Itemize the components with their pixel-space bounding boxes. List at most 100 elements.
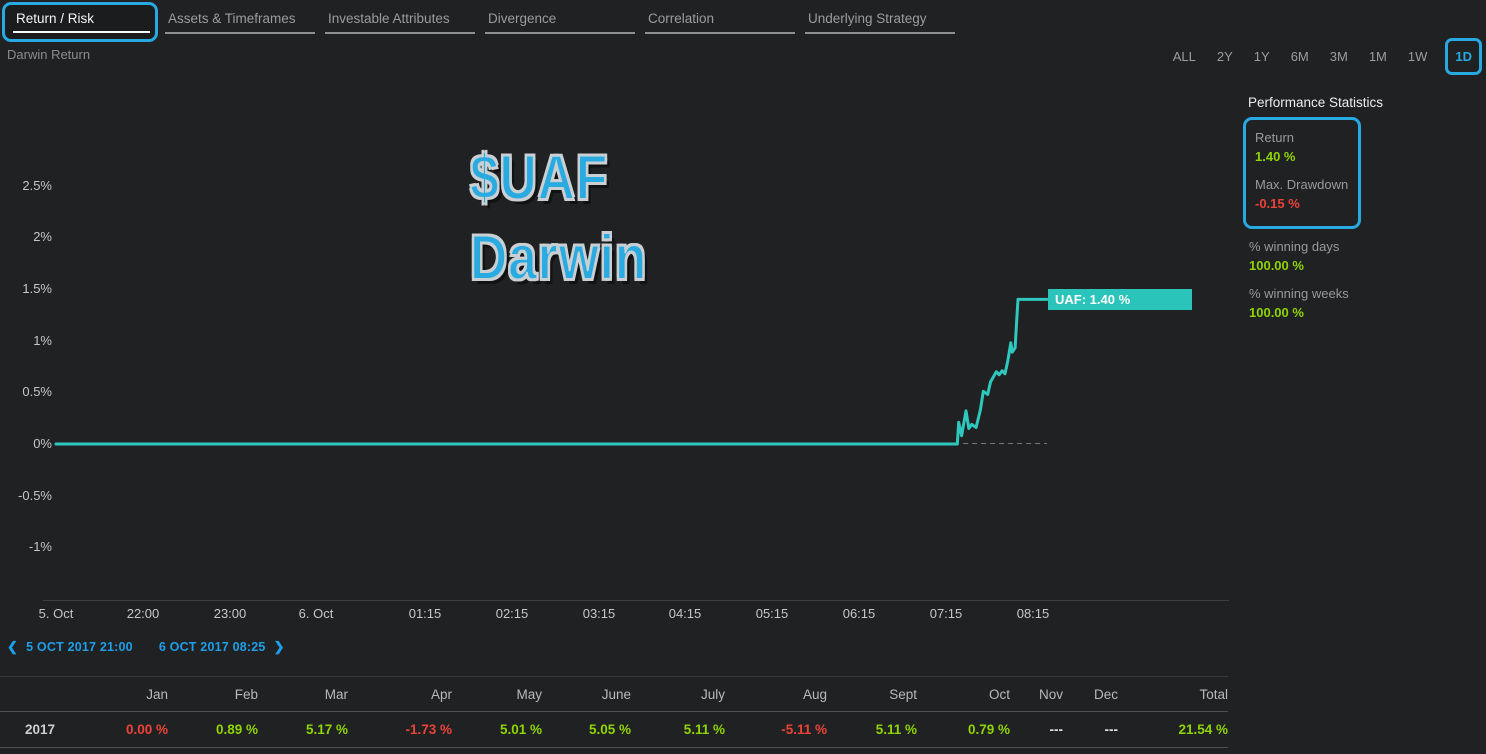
timeframe-1m[interactable]: 1M bbox=[1368, 49, 1387, 64]
y-tick-label: 0.5% bbox=[22, 384, 52, 399]
timeframe-3m[interactable]: 3M bbox=[1329, 49, 1348, 64]
month-value-total: 21.54 % bbox=[1178, 722, 1228, 737]
tab-underline bbox=[485, 32, 635, 34]
tab-assets-timeframes[interactable]: Assets & Timeframes bbox=[165, 8, 315, 34]
prev-period-link[interactable]: ❮ 5 OCT 2017 21:00 bbox=[7, 639, 133, 655]
stat-winning-weeks: % winning weeks 100.00 % bbox=[1249, 286, 1415, 320]
tab-investable-attributes[interactable]: Investable Attributes bbox=[325, 8, 475, 34]
month-value-aug: -5.11 % bbox=[781, 722, 827, 737]
month-header-sept: Sept bbox=[889, 687, 917, 702]
tab-underlying-strategy[interactable]: Underlying Strategy bbox=[805, 8, 955, 34]
section-tabs: Return / Risk Assets & Timeframes Investab… bbox=[0, 0, 1000, 42]
x-tick-label: 23:00 bbox=[213, 606, 247, 621]
x-tick-label: 6. Oct bbox=[298, 606, 334, 621]
timeframe-1y[interactable]: 1Y bbox=[1253, 49, 1270, 64]
x-tick-label: 22:00 bbox=[126, 606, 160, 621]
stats-title: Performance Statistics bbox=[1248, 95, 1384, 110]
timeframe-2y[interactable]: 2Y bbox=[1216, 49, 1233, 64]
performance-statistics-panel: Performance Statistics Return 1.40 % Max… bbox=[1240, 95, 1415, 333]
month-value-oct: 0.79 % bbox=[967, 722, 1010, 737]
month-value-apr: -1.73 % bbox=[405, 722, 452, 737]
tab-label: Divergence bbox=[488, 11, 557, 26]
tab-divergence[interactable]: Divergence bbox=[485, 8, 635, 34]
month-value-july: 5.11 % bbox=[683, 722, 725, 737]
stat-label-return: Return bbox=[1255, 130, 1295, 145]
monthly-returns-table: Jan Feb Mar Apr May June July Aug Sept Oct Nov Dec T… bbox=[0, 676, 1228, 748]
stats-highlight-box: Return 1.40 % Max. Drawdown -0.15 % bbox=[1243, 117, 1361, 229]
month-header-jan: Jan bbox=[146, 687, 168, 702]
y-tick-label: 2.5% bbox=[22, 178, 52, 193]
stat-label-max-drawdown: Max. Drawdown bbox=[1255, 177, 1349, 192]
monthly-table-year-row: 2017 0.00 % 0.89 % 5.17 % -1.73 % 5.01 % 5.05 … bbox=[0, 712, 1228, 748]
tab-label: Return / Risk bbox=[16, 11, 95, 26]
tab-return-risk[interactable]: Return / Risk bbox=[2, 2, 158, 42]
month-header-nov: Nov bbox=[1038, 687, 1063, 702]
return-line-series bbox=[54, 297, 1049, 446]
x-tick-label: 04:15 bbox=[668, 606, 702, 621]
stat-value-max-drawdown: -0.15 % bbox=[1255, 196, 1300, 211]
tab-underline bbox=[325, 32, 475, 34]
tab-label: Correlation bbox=[648, 11, 715, 26]
month-value-sept: 5.11 % bbox=[875, 722, 917, 737]
stat-value-winning-days: 100.00 % bbox=[1249, 258, 1304, 273]
prev-period-label: 5 OCT 2017 21:00 bbox=[26, 640, 133, 654]
next-period-link[interactable]: 6 OCT 2017 08:25 ❯ bbox=[159, 639, 285, 655]
y-tick-label: -0.5% bbox=[18, 488, 52, 503]
tab-underline bbox=[645, 32, 795, 34]
month-header-dec: Dec bbox=[1093, 687, 1118, 702]
timeframe-1w[interactable]: 1W bbox=[1407, 49, 1428, 64]
timeframe-selector: ALL 2Y 1Y 6M 3M 1M 1W 1D bbox=[1170, 38, 1482, 75]
x-tick-label: 02:15 bbox=[495, 606, 529, 621]
last-value-flag: UAF: 1.40 % bbox=[1048, 289, 1192, 310]
timeframe-all[interactable]: ALL bbox=[1172, 49, 1196, 64]
y-tick-label: -1% bbox=[28, 539, 52, 554]
x-tick-label: 5. Oct bbox=[38, 606, 74, 621]
month-header-mar: Mar bbox=[324, 687, 348, 702]
month-header-july: July bbox=[700, 687, 725, 702]
monthly-table-header-row: Jan Feb Mar Apr May June July Aug Sept Oct Nov Dec T… bbox=[0, 676, 1228, 712]
timeframe-6m[interactable]: 6M bbox=[1290, 49, 1309, 64]
month-header-feb: Feb bbox=[234, 687, 258, 702]
month-header-oct: Oct bbox=[988, 687, 1010, 702]
month-header-aug: Aug bbox=[802, 687, 827, 702]
timeframe-1d[interactable]: 1D bbox=[1445, 38, 1482, 75]
tab-underline bbox=[13, 31, 150, 33]
y-tick-label: 2% bbox=[33, 229, 52, 244]
tab-label: Assets & Timeframes bbox=[168, 11, 296, 26]
chevron-left-icon: ❮ bbox=[7, 639, 19, 654]
date-navigation: ❮ 5 OCT 2017 21:00 6 OCT 2017 08:25 ❯ bbox=[7, 639, 285, 655]
row-year-label: 2017 bbox=[25, 722, 56, 737]
tab-underline bbox=[805, 32, 955, 34]
y-tick-label: 1.5% bbox=[22, 281, 52, 296]
month-value-mar: 5.17 % bbox=[305, 722, 348, 737]
y-tick-label: 1% bbox=[33, 333, 52, 348]
stat-value-winning-weeks: 100.00 % bbox=[1249, 305, 1304, 320]
x-tick-label: 01:15 bbox=[408, 606, 442, 621]
stat-winning-days: % winning days 100.00 % bbox=[1249, 239, 1415, 273]
x-tick-label: 03:15 bbox=[582, 606, 616, 621]
month-value-dec: --- bbox=[1104, 722, 1119, 737]
month-header-may: May bbox=[516, 687, 542, 702]
month-header-june: June bbox=[601, 687, 631, 702]
x-tick-label: 06:15 bbox=[842, 606, 876, 621]
chevron-right-icon: ❯ bbox=[273, 639, 285, 654]
month-value-jan: 0.00 % bbox=[125, 722, 168, 737]
next-period-label: 6 OCT 2017 08:25 bbox=[158, 640, 266, 654]
month-header-total: Total bbox=[1199, 687, 1228, 702]
tab-underline bbox=[165, 32, 315, 34]
month-value-nov: --- bbox=[1049, 722, 1064, 737]
tab-label: Underlying Strategy bbox=[808, 11, 927, 26]
month-value-june: 5.05 % bbox=[588, 722, 631, 737]
month-value-feb: 0.89 % bbox=[215, 722, 258, 737]
y-tick-label: 0% bbox=[33, 436, 52, 451]
x-tick-label: 08:15 bbox=[1016, 606, 1050, 621]
tab-correlation[interactable]: Correlation bbox=[645, 8, 795, 34]
x-tick-label: 05:15 bbox=[755, 606, 789, 621]
tab-label: Investable Attributes bbox=[328, 11, 450, 26]
month-header-apr: Apr bbox=[430, 687, 452, 702]
x-tick-label: 07:15 bbox=[929, 606, 963, 621]
stat-label-winning-days: % winning days bbox=[1249, 239, 1340, 254]
month-value-may: 5.01 % bbox=[499, 722, 542, 737]
chart-title: Darwin Return bbox=[7, 47, 91, 62]
